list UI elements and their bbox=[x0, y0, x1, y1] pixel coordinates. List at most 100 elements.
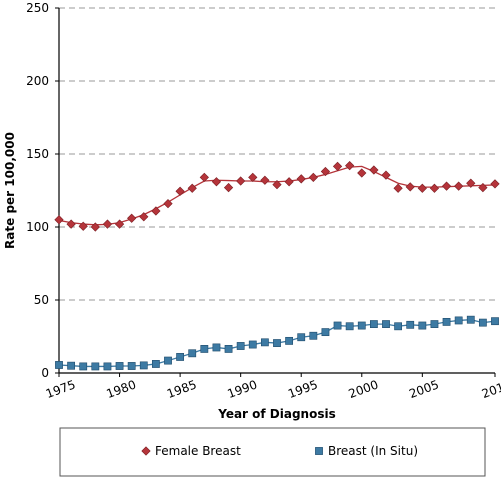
data-point bbox=[466, 315, 475, 324]
legend-item: Female Breast bbox=[141, 444, 241, 458]
x-tick-label: 1990 bbox=[226, 377, 259, 401]
data-point bbox=[139, 212, 149, 222]
data-point bbox=[212, 343, 221, 352]
data-point bbox=[381, 170, 391, 180]
data-point bbox=[139, 361, 148, 370]
data-point bbox=[188, 349, 197, 358]
x-tick-label: 1995 bbox=[286, 377, 319, 401]
legend: Female Breast Breast (In Situ) bbox=[59, 427, 486, 477]
data-point bbox=[297, 333, 306, 342]
data-point bbox=[248, 172, 258, 182]
data-point bbox=[127, 213, 137, 223]
legend-marker bbox=[315, 447, 323, 455]
data-point bbox=[164, 356, 172, 365]
data-point bbox=[490, 179, 500, 189]
data-point bbox=[66, 219, 76, 229]
y-tick-label: 150 bbox=[26, 147, 49, 161]
data-point bbox=[478, 182, 488, 193]
data-point bbox=[406, 320, 415, 329]
x-tick-label: 2000 bbox=[347, 377, 380, 401]
data-point bbox=[102, 219, 113, 229]
grid bbox=[59, 7, 495, 301]
data-point bbox=[442, 317, 451, 326]
data-point bbox=[285, 336, 294, 345]
data-point bbox=[224, 345, 233, 353]
data-point bbox=[55, 361, 63, 369]
legend-items: Female Breast Breast (In Situ) bbox=[141, 444, 418, 458]
series-female-breast bbox=[54, 161, 500, 232]
data-point bbox=[199, 172, 209, 182]
data-point bbox=[103, 362, 112, 371]
y-tick-label: 0 bbox=[41, 366, 49, 380]
data-point bbox=[211, 177, 222, 187]
x-axis-title: Year of Diagnosis bbox=[217, 407, 336, 421]
series-line bbox=[58, 165, 496, 226]
data-point bbox=[236, 342, 245, 350]
data-point bbox=[357, 168, 367, 178]
y-tick-label: 200 bbox=[26, 74, 49, 88]
data-point bbox=[454, 316, 463, 325]
data-point bbox=[478, 318, 487, 327]
data-point bbox=[418, 321, 427, 330]
data-point bbox=[260, 175, 270, 185]
data-point bbox=[187, 183, 197, 193]
data-point bbox=[248, 340, 257, 349]
data-point bbox=[151, 206, 161, 216]
data-point bbox=[151, 360, 160, 368]
data-point bbox=[430, 320, 439, 328]
data-point bbox=[345, 161, 355, 171]
legend-label: Female Breast bbox=[155, 444, 241, 458]
legend-marker bbox=[141, 446, 151, 456]
data-point bbox=[54, 215, 64, 225]
legend-label: Breast (In Situ) bbox=[328, 444, 418, 458]
x-tick-labels: 1975 1980 1985 1990 1995 2000 2005 2011 bbox=[44, 373, 501, 401]
legend-item: Breast (In Situ) bbox=[315, 444, 418, 458]
data-point bbox=[284, 177, 294, 187]
data-point bbox=[273, 339, 281, 347]
data-point bbox=[393, 183, 403, 193]
data-point bbox=[454, 181, 464, 191]
data-point bbox=[163, 199, 173, 209]
data-point bbox=[332, 161, 343, 172]
data-point bbox=[90, 222, 100, 232]
data-point bbox=[357, 321, 366, 330]
y-tick-label: 50 bbox=[34, 293, 49, 307]
data-point bbox=[115, 362, 124, 370]
data-point bbox=[67, 361, 76, 370]
data-point bbox=[272, 180, 282, 190]
data-point bbox=[405, 182, 415, 192]
data-point bbox=[321, 328, 330, 337]
data-point bbox=[382, 320, 390, 328]
data-point bbox=[175, 186, 185, 196]
data-point bbox=[320, 166, 331, 177]
data-point bbox=[369, 165, 379, 175]
y-tick-label: 250 bbox=[26, 1, 49, 15]
axes bbox=[58, 8, 495, 374]
data-point bbox=[333, 321, 342, 330]
y-tick-labels: 0 50 100 150 200 250 bbox=[26, 1, 59, 380]
data-point bbox=[127, 362, 136, 370]
series bbox=[54, 161, 500, 371]
data-point bbox=[78, 221, 88, 231]
data-point bbox=[91, 362, 100, 371]
data-point bbox=[200, 345, 209, 353]
x-tick-label: 1985 bbox=[165, 377, 198, 401]
data-point bbox=[176, 353, 185, 361]
data-point bbox=[417, 183, 427, 193]
data-point bbox=[345, 322, 354, 331]
data-point bbox=[114, 219, 125, 229]
data-point bbox=[236, 176, 246, 186]
data-point bbox=[260, 338, 269, 347]
data-point bbox=[429, 183, 440, 193]
x-tick-label: 2011 bbox=[480, 377, 501, 401]
y-axis-title: Rate per 100,000 bbox=[3, 132, 17, 249]
series-breast-in-situ bbox=[55, 315, 499, 371]
data-point bbox=[491, 317, 499, 326]
x-tick-label: 1980 bbox=[104, 377, 137, 401]
y-tick-label: 100 bbox=[26, 220, 49, 234]
data-point bbox=[309, 331, 318, 340]
data-point bbox=[369, 320, 378, 328]
x-tick-label: 2005 bbox=[407, 377, 440, 401]
